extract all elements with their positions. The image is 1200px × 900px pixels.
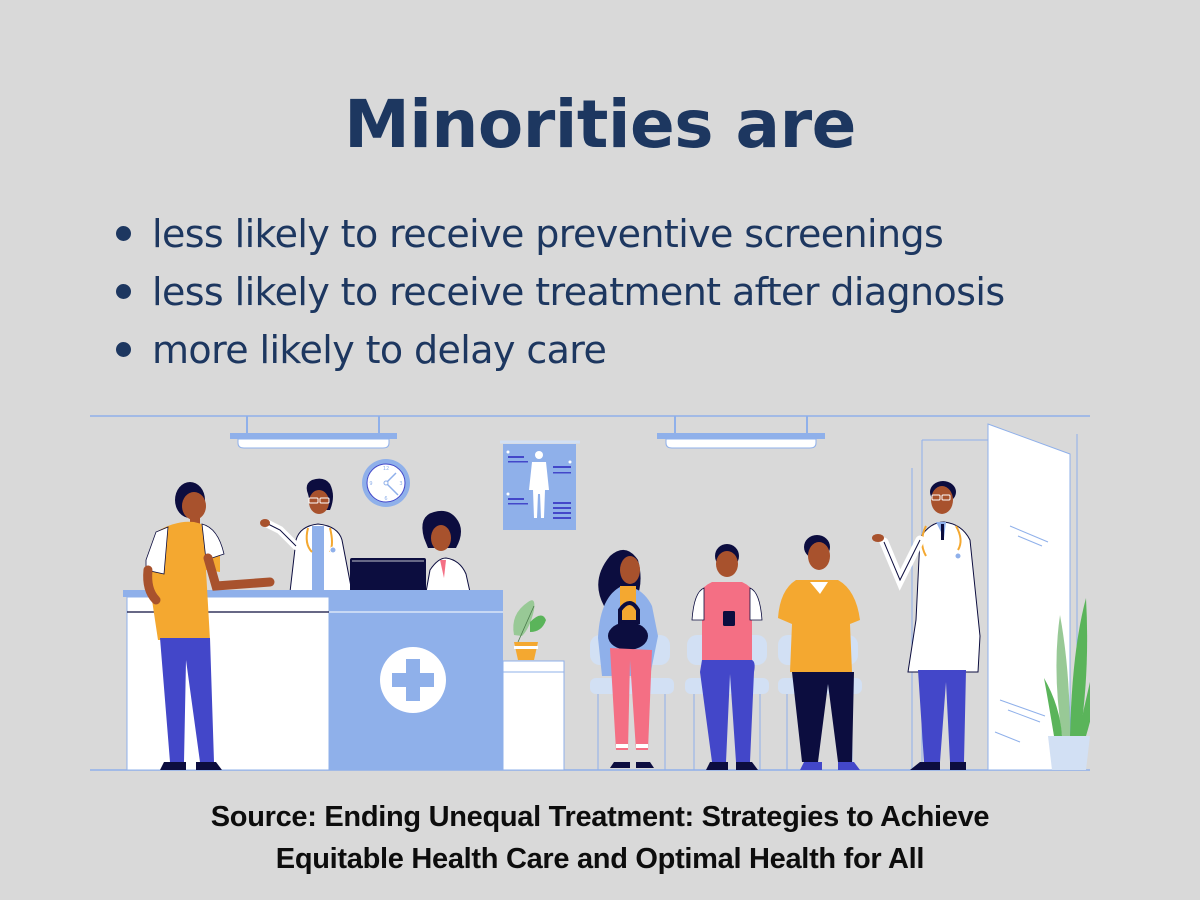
bullet-text: more likely to delay care (152, 328, 607, 372)
svg-text:9: 9 (369, 481, 372, 487)
receptionist-figure (422, 510, 471, 593)
tall-plant-icon (1044, 598, 1100, 770)
bullet-dot-icon (116, 284, 131, 299)
source-citation: Source: Ending Unequal Treatment: Strate… (0, 796, 1200, 880)
anatomy-poster-icon (500, 440, 580, 530)
bullet-dot-icon (116, 226, 131, 241)
bullet-text: less likely to receive preventive screen… (152, 212, 944, 256)
svg-text:12: 12 (383, 466, 389, 472)
svg-text:6: 6 (384, 496, 387, 502)
seated-man-with-phone-figure (691, 544, 763, 770)
source-line-1: Source: Ending Unequal Treatment: Strate… (210, 801, 990, 833)
ceiling-light-icon (230, 416, 397, 449)
ceiling-light-icon (657, 416, 825, 449)
bullet-item: less likely to receive treatment after d… (112, 263, 1005, 321)
page-title: Minorities are (344, 86, 856, 163)
side-table (502, 660, 565, 771)
clock-icon: 12 3 6 9 (362, 459, 410, 507)
seated-woman-figure (598, 549, 658, 768)
bullet-item: more likely to delay care (112, 321, 1005, 379)
small-plant-icon (513, 600, 546, 660)
source-line-2: Equitable Health Care and Optimal Health… (275, 843, 925, 875)
reception-desk (123, 590, 503, 771)
bullet-item: less likely to receive preventive screen… (112, 205, 1005, 263)
doctor-in-doorway-figure (872, 481, 981, 770)
computer-monitor-icon (350, 558, 426, 592)
hospital-illustration: 12 3 6 9 (90, 410, 1100, 780)
medical-cross-icon (380, 647, 446, 713)
bullet-dot-icon (116, 342, 131, 357)
standing-patient-figure (143, 482, 275, 770)
doctor-at-desk-figure (260, 478, 353, 593)
bullet-list: less likely to receive preventive screen… (112, 205, 1005, 379)
bullet-text: less likely to receive treatment after d… (152, 270, 1005, 314)
seated-man-in-yellow-figure (778, 535, 860, 770)
svg-text:3: 3 (399, 481, 402, 487)
